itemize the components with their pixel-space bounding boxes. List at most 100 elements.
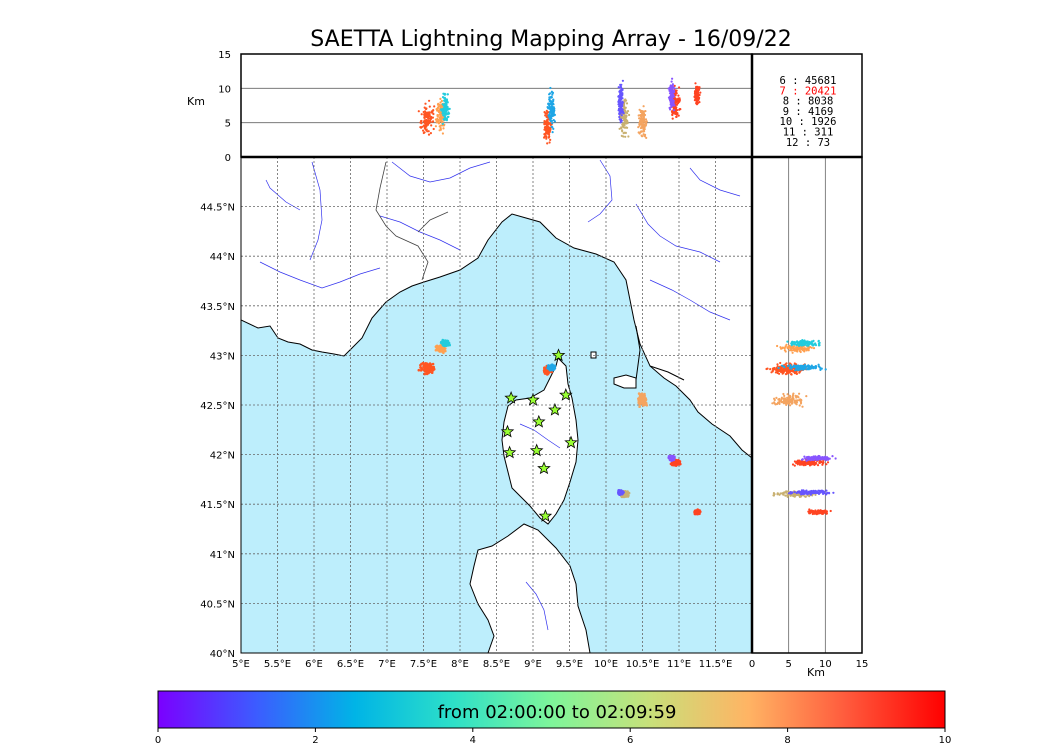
source-point-altitude	[618, 109, 621, 112]
source-point-altitude	[625, 126, 628, 129]
source-point-altitude	[626, 110, 630, 113]
source-point-side	[805, 344, 809, 347]
source-point-altitude	[620, 114, 623, 117]
count-row: 8 : 8038	[783, 96, 834, 108]
source-point-altitude	[423, 126, 426, 129]
source-point-side	[810, 492, 813, 495]
source-point	[441, 342, 445, 346]
source-point-altitude	[621, 130, 624, 133]
source-point-side	[793, 365, 796, 368]
source-point-side	[794, 399, 798, 402]
count-row: 11 : 311	[783, 127, 834, 139]
source-point-side	[777, 398, 780, 401]
source-point-altitude	[639, 118, 643, 121]
source-point-side	[808, 365, 811, 368]
source-point-altitude	[551, 131, 554, 134]
side-x-label: Km	[807, 666, 825, 679]
source-point-side	[787, 402, 791, 405]
map-x-tick-label: 9°E	[524, 659, 542, 670]
source-point-side	[793, 494, 796, 497]
source-point-altitude	[638, 123, 641, 126]
source-point-altitude	[425, 107, 428, 111]
source-point-altitude	[434, 118, 437, 121]
source-point-altitude	[441, 122, 444, 125]
source-point-altitude	[618, 112, 621, 116]
source-point-side	[791, 463, 795, 466]
source-point-altitude	[548, 104, 551, 107]
source-point-side	[803, 364, 806, 367]
source-point-altitude	[543, 120, 546, 123]
source-point-altitude	[640, 115, 643, 118]
source-point-altitude	[547, 107, 550, 110]
source-point-altitude	[677, 114, 680, 117]
source-point-side	[786, 494, 789, 498]
source-point-altitude	[432, 120, 435, 123]
source-point-altitude	[642, 128, 645, 131]
colorbar-tick-label: 6	[627, 735, 633, 746]
source-point-side	[807, 346, 810, 349]
source-point-altitude	[437, 121, 440, 125]
station-star-icon	[537, 461, 551, 475]
source-point-side	[784, 494, 787, 497]
source-point-altitude	[421, 125, 424, 128]
source-point-altitude	[543, 136, 546, 139]
source-point-altitude	[640, 134, 643, 137]
source-point-altitude	[671, 84, 674, 87]
map-y-tick-label: 41°N	[210, 550, 235, 561]
altitude-gridlines	[241, 87, 752, 124]
source-point-side	[825, 511, 828, 514]
source-point-side	[793, 341, 796, 344]
source-point-altitude	[548, 133, 551, 136]
source-point-altitude	[441, 96, 445, 99]
source-point-altitude	[549, 102, 552, 105]
source-point-altitude	[694, 82, 697, 85]
source-point-altitude	[619, 121, 622, 124]
source-point-altitude	[621, 97, 624, 100]
side-gridlines	[788, 157, 826, 653]
source-point-altitude	[425, 114, 428, 117]
source-point-altitude	[671, 117, 674, 120]
source-point	[429, 368, 433, 371]
source-point-side	[797, 396, 800, 399]
source-point-side	[790, 344, 793, 347]
colorbar-bar	[157, 690, 946, 729]
source-point	[431, 368, 435, 372]
source-point-altitude	[544, 114, 547, 117]
source-point-altitude	[427, 133, 431, 136]
source-point-side	[815, 511, 818, 514]
source-point-altitude	[670, 103, 673, 106]
altitude-y-tick-label: 5	[225, 119, 231, 130]
source-point	[643, 392, 646, 396]
source-point-side	[806, 368, 809, 371]
source-point	[439, 350, 443, 353]
source-point-side	[776, 371, 779, 374]
colorbar-tick-label: 4	[470, 735, 476, 746]
source-point-altitude	[618, 98, 621, 101]
source-point-side	[780, 398, 783, 401]
source-point-side	[814, 489, 817, 492]
colorbar-label: from 02:00:00 to 02:09:59	[438, 702, 677, 723]
source-point-altitude	[696, 90, 699, 93]
source-point-side	[807, 455, 811, 458]
source-point-altitude	[423, 113, 426, 116]
source-point-altitude	[673, 104, 676, 107]
source-point-altitude	[545, 130, 548, 133]
map-y-ticks: 40°N 40.5°N 41°N 41.5°N 42°N 42.5°N 43°N 43.5°N…	[200, 203, 235, 660]
source-point-side	[814, 344, 818, 347]
map-x-tick-label: 7.5°E	[410, 659, 437, 670]
source-point-altitude	[430, 124, 433, 127]
source-point	[543, 366, 546, 370]
source-point-altitude	[549, 86, 552, 90]
source-point-altitude	[444, 117, 447, 120]
source-point-altitude	[424, 102, 427, 105]
source-point-side	[809, 511, 812, 514]
source-point-altitude	[436, 114, 439, 117]
source-point-altitude	[621, 111, 624, 114]
source-point-side	[802, 492, 805, 495]
source-point-altitude	[672, 109, 676, 112]
source-point-altitude	[638, 132, 641, 135]
source-point-altitude	[644, 118, 648, 121]
source-point-altitude	[620, 134, 623, 137]
source-point-side	[803, 350, 806, 353]
source-point-side	[804, 457, 807, 460]
